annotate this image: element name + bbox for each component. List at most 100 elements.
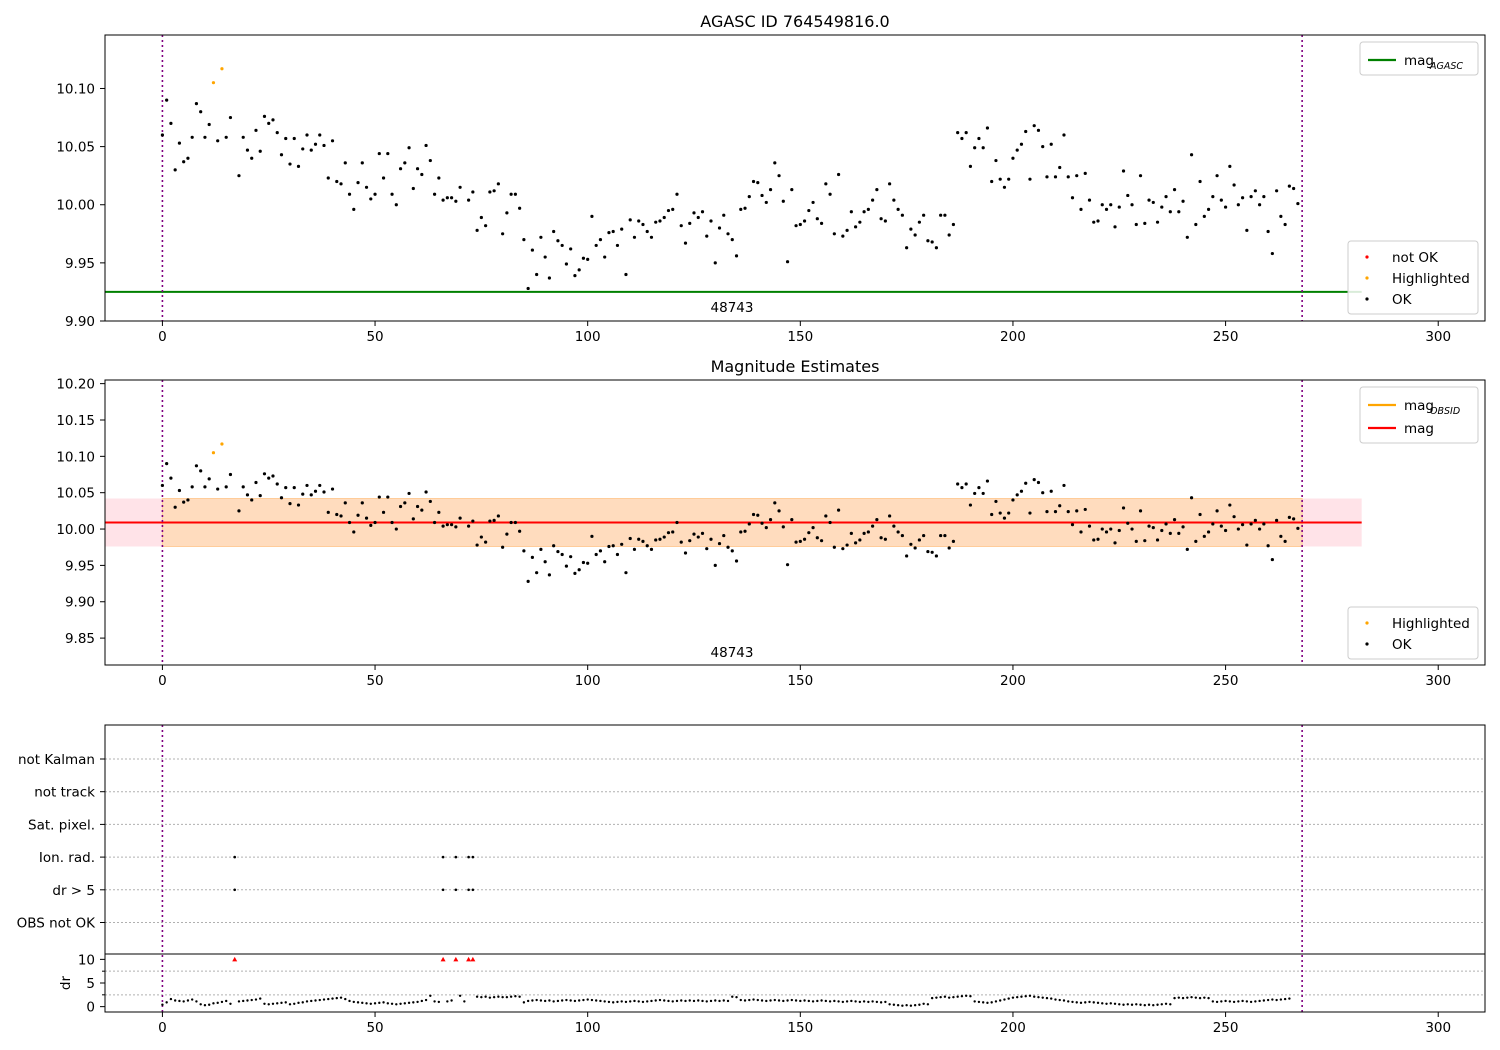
dr-point [1275, 998, 1278, 1002]
ok-point [994, 158, 998, 163]
ok-point [1087, 524, 1092, 528]
dr-point [314, 999, 317, 1002]
dr-point [526, 999, 530, 1003]
dr-point [858, 1000, 862, 1004]
legend-point-swatch [1365, 255, 1369, 259]
legend-label-subscript: OBSID [1430, 406, 1460, 417]
ok-point [547, 573, 552, 577]
ok-point [360, 501, 364, 505]
ok-point [777, 509, 781, 513]
ok-point [1147, 524, 1151, 528]
dr-point [590, 998, 594, 1002]
ok-point [603, 255, 607, 259]
dr-point [552, 1000, 555, 1003]
dr-point [509, 995, 513, 998]
ok-point [445, 523, 449, 527]
ok-point [194, 101, 199, 106]
ok-point [900, 533, 904, 538]
ok-point [318, 483, 322, 488]
ok-point [518, 206, 522, 210]
ok-point [922, 533, 926, 538]
ok-point [1019, 142, 1024, 146]
x-tick-label: 50 [366, 329, 383, 345]
dr-point [288, 1003, 292, 1006]
legend-label: mag [1404, 421, 1434, 437]
ok-point [934, 554, 939, 558]
ok-point [1002, 185, 1007, 189]
dr-point [888, 1003, 891, 1006]
dr-point [412, 1001, 415, 1004]
ok-point [343, 161, 347, 165]
dr-point [671, 1000, 674, 1003]
ok-point [981, 146, 985, 150]
legend-label: mag [1404, 398, 1434, 414]
ok-point [900, 213, 904, 217]
dr-point [543, 999, 547, 1003]
ok-point [1211, 195, 1215, 199]
ok-point [790, 188, 794, 192]
ok-point [824, 182, 828, 186]
ok-point [403, 501, 407, 505]
ok-point [1100, 203, 1104, 207]
dr-point [773, 998, 776, 1002]
ok-point [594, 243, 598, 248]
dr-point [407, 1001, 411, 1005]
ok-point [654, 538, 658, 542]
dr-point [952, 995, 955, 999]
ok-point [1028, 511, 1032, 515]
ok-point [330, 139, 335, 143]
dr-point [641, 1000, 645, 1004]
ok-point [445, 196, 449, 200]
dr-point [212, 1002, 215, 1005]
ok-point [947, 233, 951, 237]
ok-point [1155, 538, 1160, 542]
dr-point [986, 1001, 989, 1005]
dr-point [424, 998, 428, 1002]
chart-title: AGASC ID 764549816.0 [700, 12, 889, 31]
ok-point [951, 222, 956, 227]
dr-point [399, 1002, 402, 1005]
dr-point [1045, 996, 1049, 1000]
flag-point [467, 888, 470, 892]
ok-point [751, 179, 756, 184]
ok-point [1075, 509, 1079, 513]
legend-label: OK [1392, 292, 1413, 308]
dr-point [777, 999, 781, 1002]
ok-point [841, 547, 845, 551]
ok-point [909, 227, 913, 231]
ok-point [700, 210, 705, 214]
ok-point [1172, 188, 1177, 192]
ok-point [781, 199, 785, 203]
dr-point [909, 1004, 913, 1007]
x-tick-label: 200 [1000, 1020, 1026, 1036]
ok-point [968, 164, 973, 168]
dr-point [1147, 1003, 1151, 1006]
ok-point [309, 148, 313, 152]
ok-point [654, 220, 658, 224]
ok-point [458, 185, 462, 189]
ok-point [1232, 183, 1236, 187]
dr-point [433, 1000, 436, 1003]
dr-point [373, 1002, 377, 1005]
ok-point [1258, 527, 1262, 531]
ok-point [381, 176, 386, 180]
ok-point [177, 141, 182, 145]
ok-point [713, 563, 717, 567]
ok-point [479, 535, 483, 539]
dr-point [565, 998, 568, 1002]
ok-point [1155, 220, 1160, 224]
dr-point [726, 999, 730, 1003]
ok-point [199, 110, 203, 114]
dr-point [1173, 996, 1176, 1000]
x-tick-label: 250 [1213, 329, 1239, 345]
ok-point [875, 188, 879, 192]
dr-clipped-marker [466, 956, 472, 962]
ok-point [313, 489, 318, 493]
ok-point [1092, 538, 1096, 542]
x-tick-label: 0 [158, 673, 167, 689]
ok-point [1096, 537, 1100, 541]
ok-point [598, 549, 603, 553]
dr-point [905, 1004, 908, 1007]
dr-point [884, 1000, 887, 1004]
ok-point [683, 551, 688, 555]
